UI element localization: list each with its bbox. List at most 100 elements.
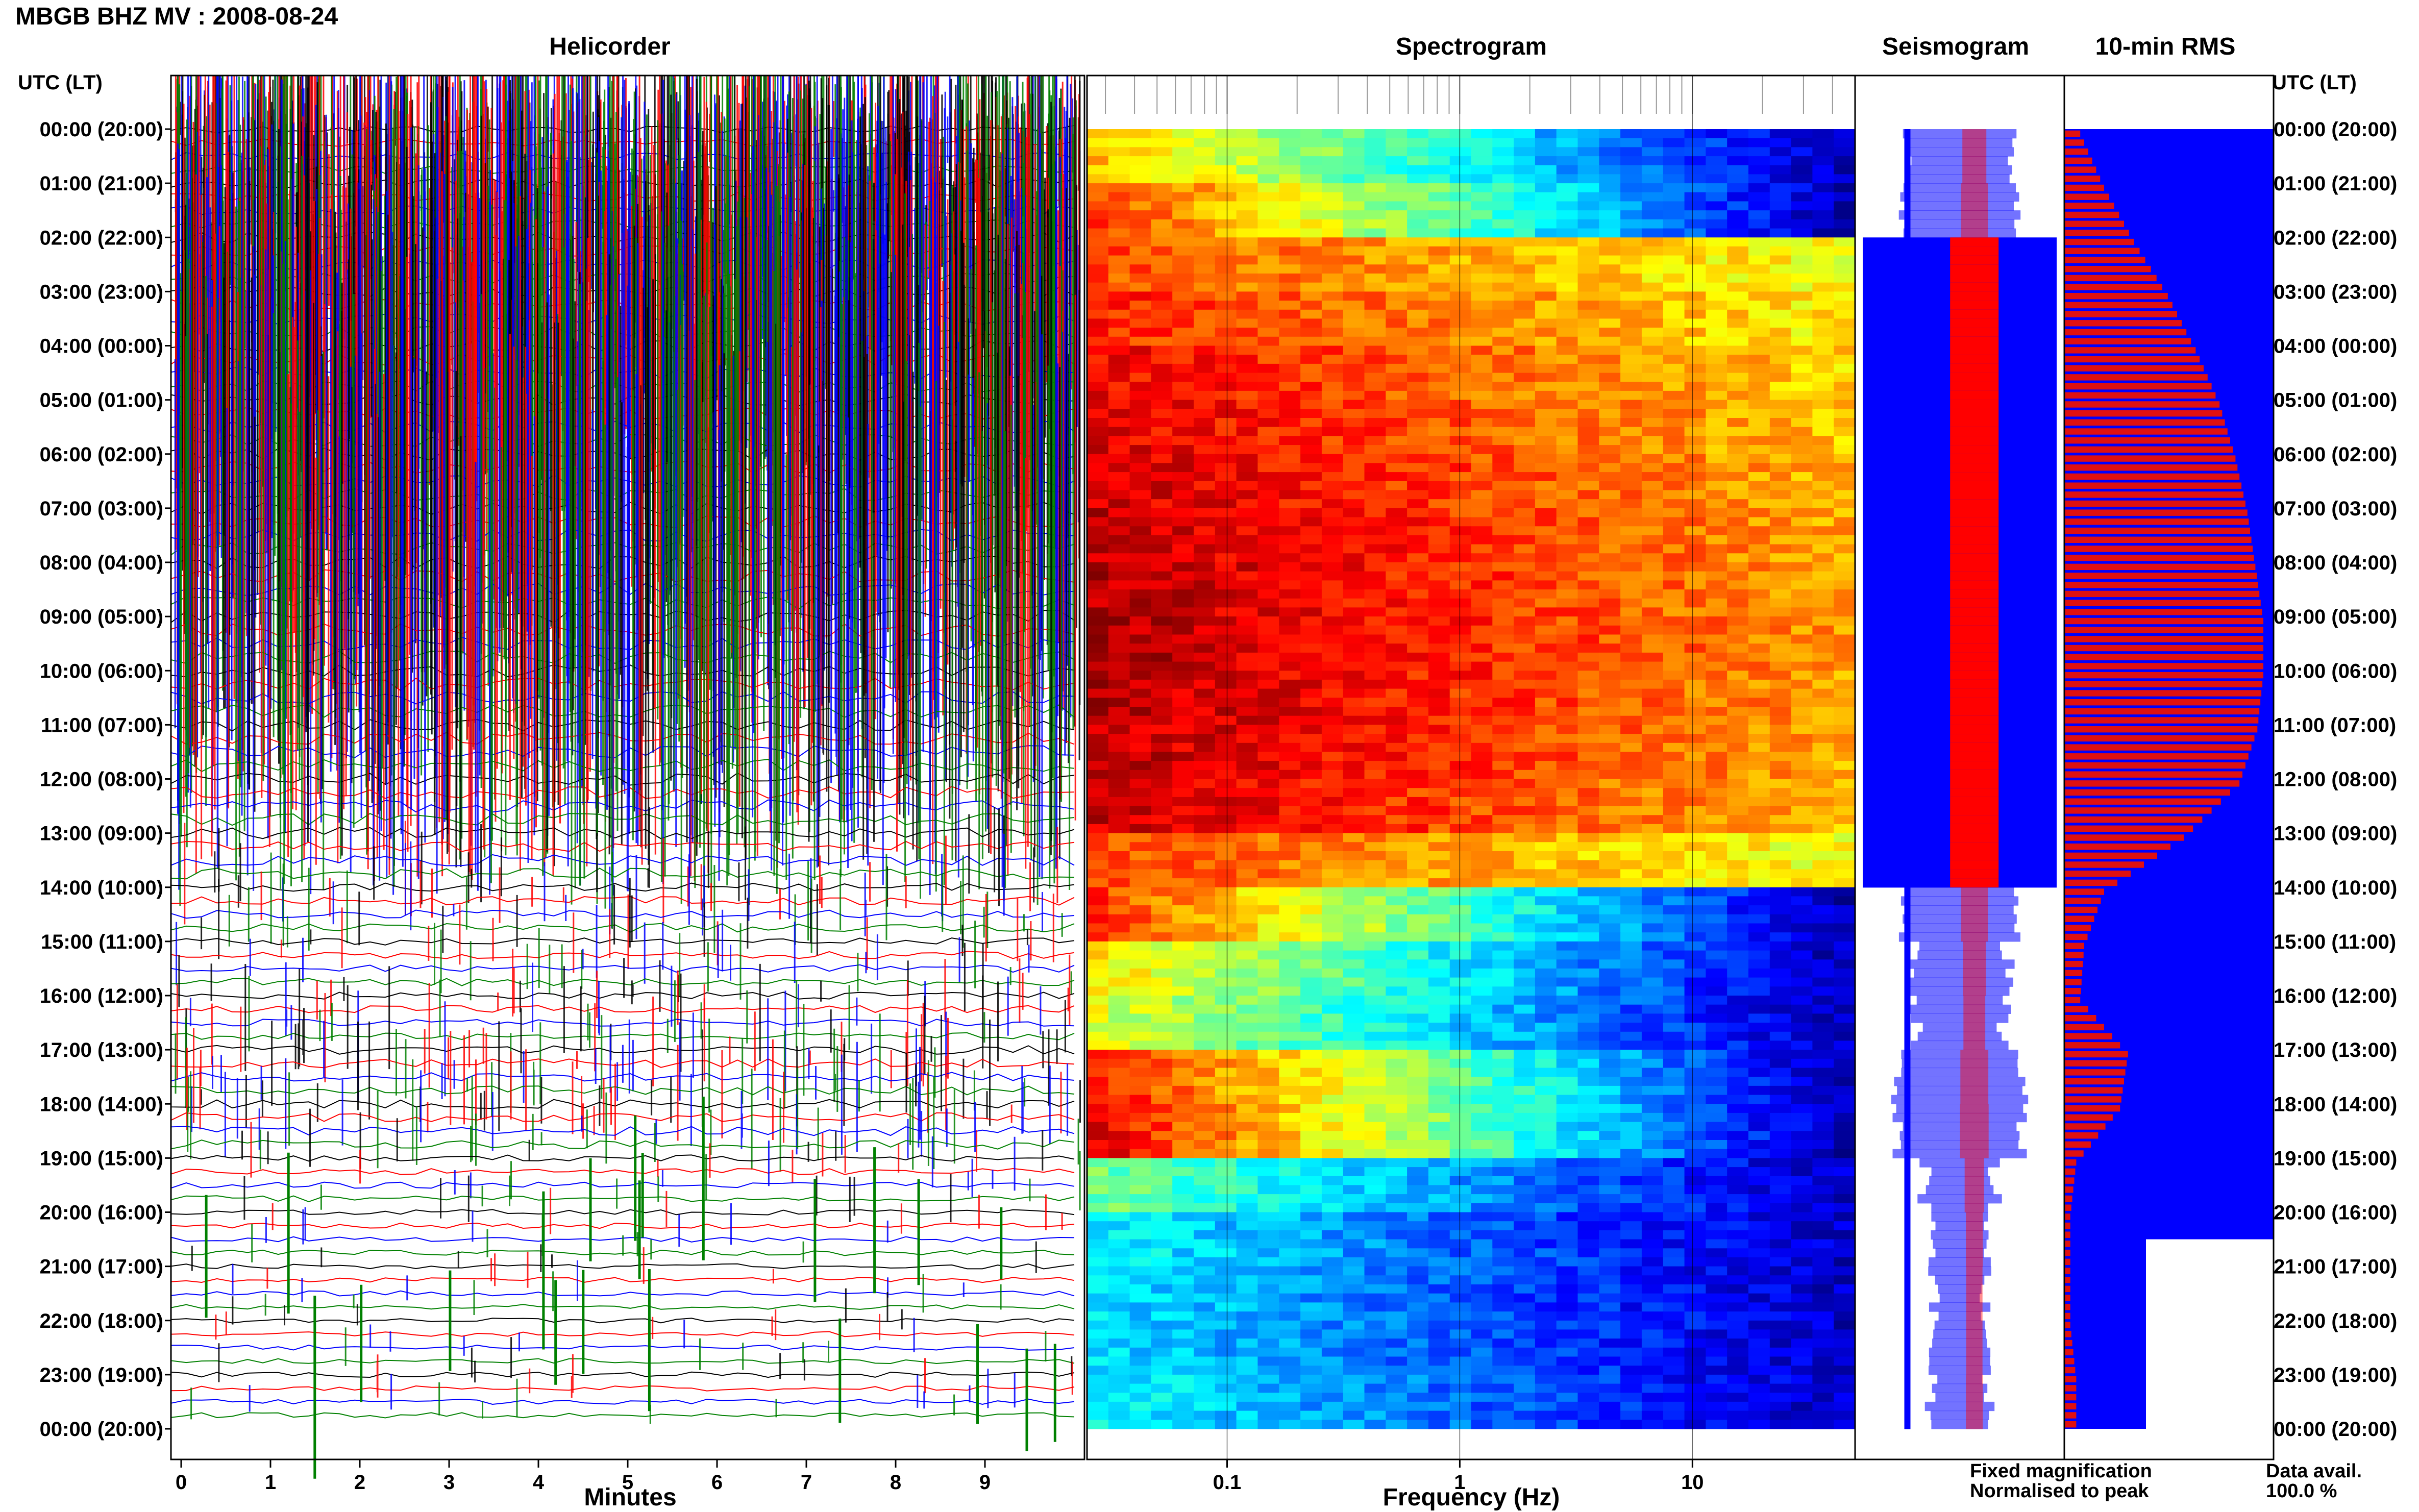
spectrogram-cell xyxy=(1812,382,1834,391)
spectrogram-cell xyxy=(1641,165,1664,175)
spectrogram-cell xyxy=(1236,165,1258,175)
spectrogram-cell xyxy=(1791,688,1813,698)
spectrogram-cell xyxy=(1151,1040,1173,1050)
spectrogram-cell xyxy=(1194,878,1216,888)
spectrogram-cell xyxy=(1449,607,1472,617)
spectrogram-cell xyxy=(1108,237,1130,247)
spectrogram-cell xyxy=(1343,977,1365,987)
spectrogram-cell xyxy=(1108,282,1130,292)
spectrogram-cell xyxy=(1769,634,1792,644)
spectrogram-cell xyxy=(1215,1004,1237,1014)
spectrogram-cell xyxy=(1769,400,1792,409)
spectrogram-cell xyxy=(1194,1203,1216,1213)
spectrogram-cell xyxy=(1129,1085,1151,1096)
spectrogram-cell xyxy=(1684,770,1706,780)
spectrogram-cell xyxy=(1641,752,1664,761)
spectrogram-cell xyxy=(1194,490,1216,500)
spectrogram-cell xyxy=(1641,1077,1664,1086)
spectrogram-cell xyxy=(1535,707,1557,716)
spectrogram-cell xyxy=(1172,679,1194,689)
spectrogram-cell xyxy=(1172,571,1194,581)
spectrogram-cell xyxy=(1684,607,1706,617)
spectrogram-cell xyxy=(1428,905,1450,915)
spectrogram-cell xyxy=(1215,679,1237,689)
spectrogram-cell xyxy=(1556,1068,1578,1077)
spectrogram-cell xyxy=(1748,761,1770,771)
spectrogram-cell xyxy=(1514,1284,1536,1294)
spectrogram-cell xyxy=(1449,390,1472,401)
spectrogram-cell xyxy=(1684,472,1706,482)
spectrogram-cell xyxy=(1449,1320,1472,1330)
spectrogram-cell xyxy=(1215,264,1237,274)
spectrogram-cell xyxy=(1194,499,1216,509)
spectrogram-cell xyxy=(1769,1013,1792,1023)
spectrogram-cell xyxy=(1684,896,1706,906)
spectrogram-cell xyxy=(1108,147,1130,157)
spectrogram-cell xyxy=(1641,363,1664,374)
spectrogram-cell xyxy=(1706,129,1727,139)
spectrogram-cell xyxy=(1428,869,1450,879)
spectrogram-cell xyxy=(1471,1239,1493,1249)
spectrogram-cell xyxy=(1236,1013,1258,1023)
spectrogram-cell xyxy=(1194,274,1216,283)
spectrogram-cell xyxy=(1471,1230,1493,1240)
spectrogram-cell xyxy=(1535,1266,1557,1276)
spectrogram-cell xyxy=(1108,1176,1130,1186)
spectrogram-cell xyxy=(1194,977,1216,987)
spectrogram-cell xyxy=(1129,968,1151,978)
spectrogram-cell xyxy=(1087,301,1109,310)
spectrogram-cell xyxy=(1492,1185,1514,1195)
spectrogram-cell xyxy=(1599,1149,1621,1158)
spectrogram-cell xyxy=(1769,923,1792,933)
spectrogram-cell xyxy=(1556,932,1578,942)
spectrogram-cell xyxy=(1300,625,1322,635)
spectrogram-cell xyxy=(1215,1203,1237,1213)
spectrogram-cell xyxy=(1812,237,1834,247)
spectrogram-cell xyxy=(1663,454,1685,464)
spectrogram-cell xyxy=(1812,661,1834,671)
spectrogram-cell xyxy=(1236,490,1258,500)
spectrogram-cell xyxy=(1172,616,1194,626)
spectrogram-cell xyxy=(1172,390,1194,401)
spectrogram-cell xyxy=(1236,1239,1258,1249)
spectrogram-cell xyxy=(1620,553,1642,563)
spectrogram-cell xyxy=(1300,1167,1322,1177)
spectrogram-cell xyxy=(1812,679,1834,689)
spectrogram-cell xyxy=(1428,824,1450,834)
spectrogram-cell xyxy=(1471,237,1493,247)
spectrogram-cell xyxy=(1449,1221,1472,1231)
spectrogram-cell xyxy=(1194,752,1216,761)
spectrogram-cell xyxy=(1620,309,1642,319)
spectrogram-cell xyxy=(1641,1058,1664,1069)
spectrogram-cell xyxy=(1706,562,1727,572)
spectrogram-cell xyxy=(1321,1239,1344,1249)
spectrogram-cell xyxy=(1834,445,1856,455)
spectrogram-cell xyxy=(1236,1275,1258,1285)
spectrogram-cell xyxy=(1834,264,1856,274)
spectrogram-cell xyxy=(1599,698,1621,707)
spectrogram-cell xyxy=(1215,1248,1237,1258)
spectrogram-cell xyxy=(1343,1112,1365,1123)
spectrogram-cell xyxy=(1514,427,1536,436)
spectrogram-cell xyxy=(1449,274,1472,283)
spectrogram-cell xyxy=(1236,363,1258,374)
spectrogram-cell xyxy=(1428,237,1450,247)
spectrogram-cell xyxy=(1663,950,1685,960)
spectrogram-cell xyxy=(1769,301,1792,310)
spectrogram-cell xyxy=(1172,1185,1194,1195)
spectrogram-cell xyxy=(1684,274,1706,283)
spectrogram-cell xyxy=(1151,274,1173,283)
spectrogram-cell xyxy=(1791,1140,1813,1150)
spectrogram-cell xyxy=(1599,715,1621,725)
spectrogram-cell xyxy=(1172,1004,1194,1014)
spectrogram-cell xyxy=(1428,977,1450,987)
spectrogram-cell xyxy=(1706,1023,1727,1032)
spectrogram-cell xyxy=(1108,580,1130,590)
spectrogram-cell xyxy=(1641,219,1664,229)
spectrogram-cell xyxy=(1108,698,1130,707)
spectrogram-cell xyxy=(1599,761,1621,771)
spectrogram-cell xyxy=(1172,797,1194,807)
spectrogram-cell xyxy=(1599,274,1621,283)
spectrogram-cell xyxy=(1129,941,1151,951)
spectrogram-cell xyxy=(1492,363,1514,374)
